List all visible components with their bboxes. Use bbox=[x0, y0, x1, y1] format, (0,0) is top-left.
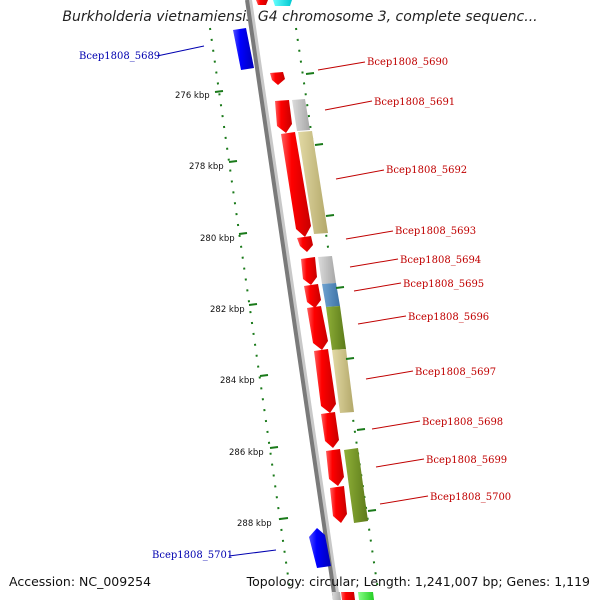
gene-bcep1808-5698 bbox=[321, 412, 339, 448]
gene-label-bcep1808-5701: Bcep1808_5701 bbox=[152, 550, 233, 561]
bottom-gene-green-fragment bbox=[358, 592, 374, 600]
gene-label-bcep1808-5692: Bcep1808_5692 bbox=[386, 165, 467, 176]
kbp-label-276: 276 kbp bbox=[175, 91, 210, 101]
cog-block-5697 bbox=[332, 349, 354, 413]
gene-bcep1808-5692 bbox=[281, 132, 311, 237]
gene-bcep1808-5696 bbox=[307, 306, 328, 350]
gene-bcep1808-5699 bbox=[326, 449, 344, 486]
cog-block-5699-5700 bbox=[344, 448, 368, 523]
bottom-gene-red-fragment bbox=[341, 592, 355, 600]
gene-bcep1808-5700 bbox=[330, 486, 347, 523]
gene-label-bcep1808-5690: Bcep1808_5690 bbox=[367, 57, 448, 68]
kbp-label-278: 278 kbp bbox=[189, 162, 224, 172]
label-leader-lines bbox=[156, 45, 429, 557]
gene-label-bcep1808-5691: Bcep1808_5691 bbox=[374, 97, 455, 108]
top-gene-red-fragment bbox=[256, 0, 268, 5]
gene-bcep1808-5694 bbox=[301, 257, 317, 285]
kbp-label-286: 286 kbp bbox=[229, 448, 264, 458]
gene-label-bcep1808-5689: Bcep1808_5689 bbox=[79, 51, 160, 62]
accession-text: Accession: NC_009254 bbox=[9, 574, 152, 589]
gene-label-bcep1808-5698: Bcep1808_5698 bbox=[422, 417, 503, 428]
cog-block-5695 bbox=[322, 283, 340, 307]
cog-block-5691 bbox=[292, 99, 310, 131]
kbp-ticks bbox=[214, 72, 377, 520]
gene-label-bcep1808-5699: Bcep1808_5699 bbox=[426, 455, 507, 466]
kbp-label-288: 288 kbp bbox=[237, 519, 272, 529]
cog-block-5692 bbox=[298, 131, 328, 234]
cog-block-5694 bbox=[318, 256, 336, 284]
bottom-gene-gray-fragment bbox=[332, 592, 341, 600]
kbp-label-280: 280 kbp bbox=[200, 234, 235, 244]
kbp-label-284: 284 kbp bbox=[220, 376, 255, 386]
gene-bcep1808-5691 bbox=[275, 100, 292, 133]
map-title: Burkholderia vietnamiensis G4 chromosome… bbox=[62, 9, 538, 25]
gene-label-bcep1808-5700: Bcep1808_5700 bbox=[430, 492, 511, 503]
gene-label-bcep1808-5697: Bcep1808_5697 bbox=[415, 367, 496, 378]
gene-label-bcep1808-5695: Bcep1808_5695 bbox=[403, 279, 484, 290]
gene-bcep1808-5695 bbox=[304, 284, 321, 308]
gene-label-bcep1808-5693: Bcep1808_5693 bbox=[395, 226, 476, 237]
cog-block-5696 bbox=[326, 306, 346, 350]
gene-bcep1808-5693 bbox=[297, 236, 313, 252]
gene-label-bcep1808-5694: Bcep1808_5694 bbox=[400, 255, 481, 266]
gene-label-bcep1808-5696: Bcep1808_5696 bbox=[408, 312, 489, 323]
gene-bcep1808-5689 bbox=[233, 28, 254, 70]
top-gene-cyan-fragment bbox=[273, 0, 292, 6]
gene-bcep1808-5697 bbox=[314, 349, 336, 413]
topology-summary-text: Topology: circular; Length: 1,241,007 bp… bbox=[246, 574, 590, 589]
kbp-label-282: 282 kbp bbox=[210, 305, 245, 315]
inner-dotted-track bbox=[209, 27, 291, 591]
backbone bbox=[245, 0, 337, 600]
gene-bcep1808-5690 bbox=[270, 72, 285, 85]
gene-bcep1808-5701 bbox=[309, 528, 331, 568]
